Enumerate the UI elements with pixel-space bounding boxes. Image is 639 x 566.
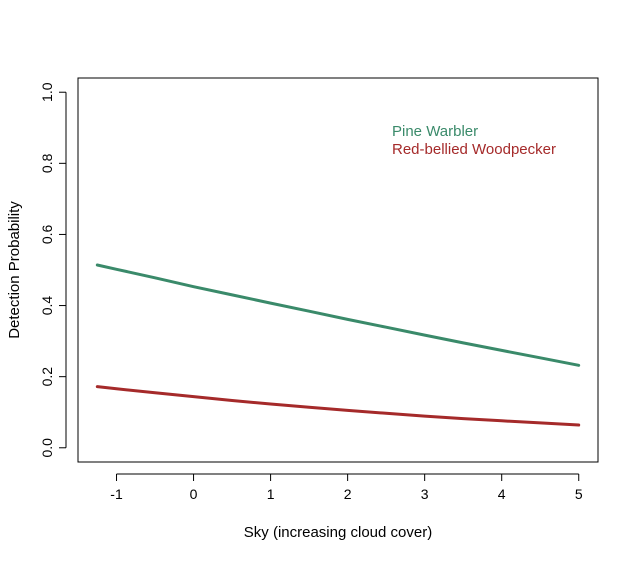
x-tick-label: -1 [110, 486, 123, 502]
series-line-pine-warbler [95, 263, 581, 367]
legend-entry-red-bellied-woodpecker: Red-bellied Woodpecker [392, 141, 556, 158]
y-tick-label: 0.8 [39, 153, 55, 173]
plot-frame [77, 77, 599, 463]
y-tick-label: 0.4 [39, 296, 55, 316]
y-tick-label: 0.6 [39, 225, 55, 245]
legend-entry-pine-warbler: Pine Warbler [392, 123, 478, 140]
y-axis-label: Detection Probability [6, 201, 23, 339]
series-layer [95, 263, 581, 427]
x-tick-label: 0 [190, 486, 198, 502]
x-tick-label: 3 [421, 486, 429, 502]
y-tick-label: 0.2 [39, 367, 55, 387]
series-line-red-bellied-woodpecker [95, 385, 581, 427]
x-axis: -1 0 1 2 3 4 5 [110, 473, 583, 502]
x-tick-label: 1 [267, 486, 275, 502]
x-tick-label: 2 [344, 486, 352, 502]
x-tick-label: 5 [575, 486, 583, 502]
x-axis-label: Sky (increasing cloud cover) [244, 524, 432, 541]
y-tick-label: 1.0 [39, 82, 55, 102]
x-tick-label: 4 [498, 486, 506, 502]
y-axis: 0.0 0.2 0.4 0.6 0.8 1.0 [39, 82, 67, 458]
y-tick-label: 0.0 [39, 438, 55, 458]
